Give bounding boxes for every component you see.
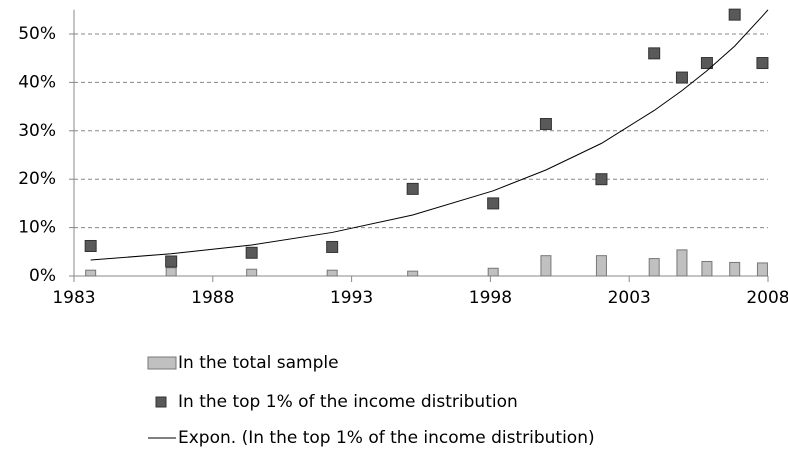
scatter-point: [326, 240, 339, 253]
scatter-point: [728, 8, 741, 21]
x-tick-label: 2003: [608, 288, 651, 308]
legend-label: In the top 1% of the income distribution: [178, 392, 518, 412]
legend-label: Expon. (In the top 1% of the income dist…: [178, 428, 595, 448]
y-tick-label: 10%: [18, 218, 56, 238]
x-tick-label: 1993: [330, 288, 373, 308]
legend-label: In the total sample: [178, 353, 339, 373]
bar: [540, 255, 552, 277]
x-tick-label: 1998: [469, 288, 512, 308]
bar: [85, 269, 97, 277]
scatter-point: [487, 197, 500, 210]
bar: [407, 270, 419, 277]
scatter-point: [675, 71, 688, 84]
scatter-point: [700, 57, 713, 70]
x-tick-label: 1988: [191, 288, 234, 308]
scatter-point: [406, 182, 419, 195]
x-tick-label: 1983: [52, 288, 95, 308]
bar: [165, 267, 177, 277]
y-tick-label: 20%: [18, 169, 56, 189]
bar: [326, 269, 338, 277]
scatter-point: [245, 246, 258, 259]
bar: [756, 262, 768, 277]
legend-swatch: [155, 396, 167, 408]
y-tick-label: 30%: [18, 121, 56, 141]
scatter-point: [539, 118, 552, 131]
scatter-point: [165, 255, 178, 268]
bar: [648, 258, 660, 277]
scatter-point: [756, 57, 769, 70]
y-tick-label: 40%: [18, 72, 56, 92]
bar: [701, 260, 713, 277]
bar: [246, 268, 258, 277]
bar: [676, 249, 688, 277]
bar: [595, 255, 607, 277]
legend-swatch: [147, 356, 177, 370]
y-tick-label: 0%: [29, 266, 56, 286]
x-tick-label: 2008: [746, 288, 788, 308]
y-tick-label: 50%: [18, 24, 56, 44]
trend-line: [90, 9, 769, 261]
scatter-point: [84, 239, 97, 252]
bar: [729, 261, 741, 277]
bar: [487, 267, 499, 277]
scatter-point: [595, 173, 608, 186]
scatter-point: [648, 47, 661, 60]
